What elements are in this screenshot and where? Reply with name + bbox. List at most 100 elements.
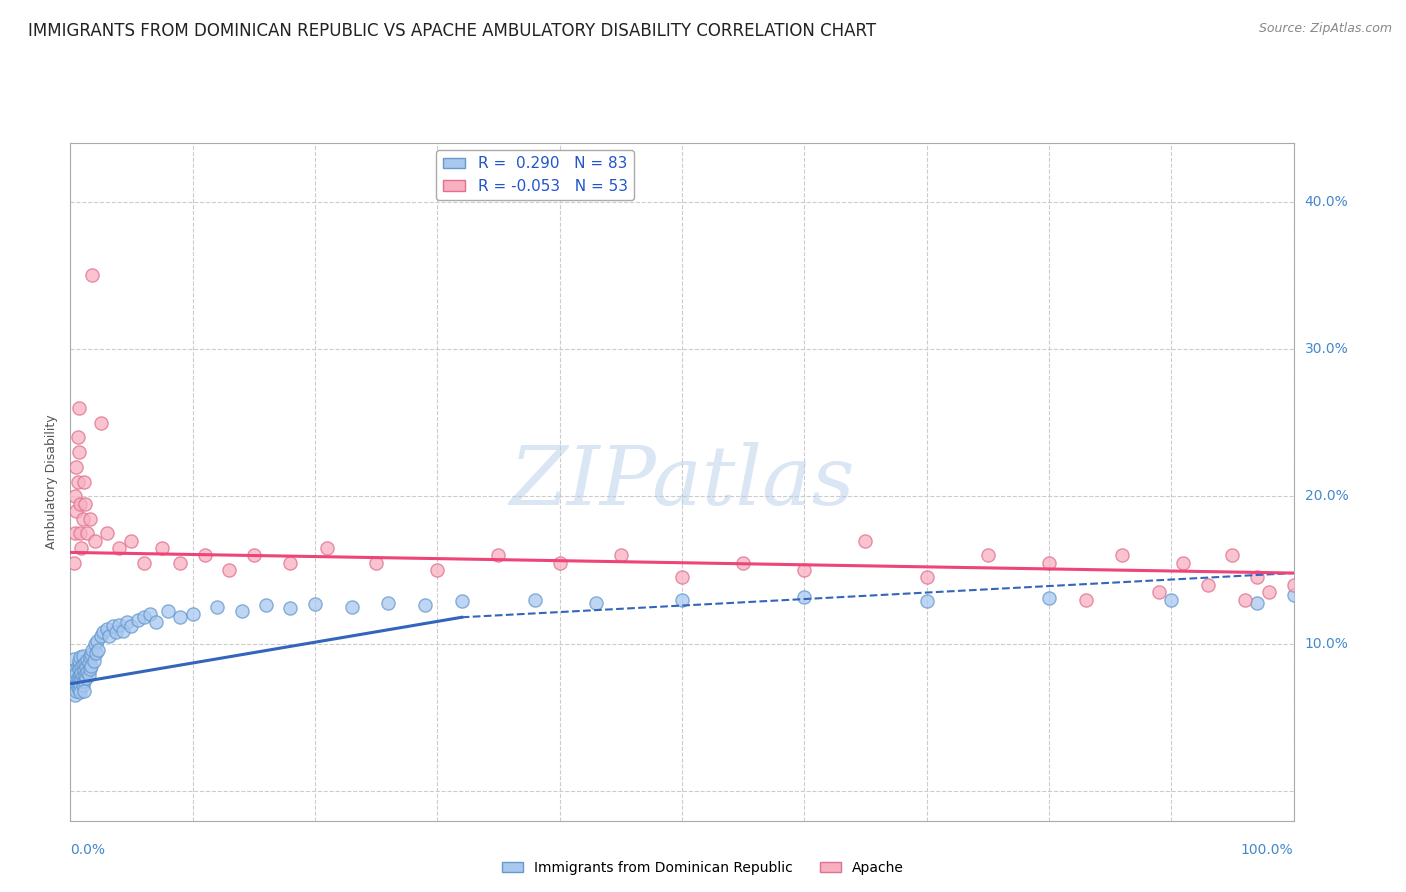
Point: [72, 678, 94, 692]
Point: [73, 673, 96, 688]
Point: [79, 511, 101, 525]
Point: [63, 556, 86, 570]
Point: [67, 682, 90, 697]
Point: [1282, 578, 1305, 592]
Point: [73, 667, 96, 681]
Point: [132, 610, 155, 624]
Point: [915, 570, 938, 584]
Text: 20.0%: 20.0%: [1305, 490, 1348, 503]
Point: [69, 676, 91, 690]
Point: [96, 622, 118, 636]
Point: [150, 541, 173, 555]
Point: [1038, 591, 1060, 606]
Point: [87, 642, 110, 657]
Point: [73, 684, 96, 698]
Point: [1074, 592, 1097, 607]
Point: [108, 541, 131, 555]
Point: [316, 541, 339, 555]
Point: [91, 625, 114, 640]
Point: [80, 659, 103, 673]
Point: [1160, 592, 1182, 607]
Legend: R =  0.290   N = 83, R = -0.053   N = 53: R = 0.290 N = 83, R = -0.053 N = 53: [436, 151, 634, 200]
Point: [1038, 556, 1060, 570]
Point: [63, 651, 86, 665]
Point: [65, 459, 87, 474]
Point: [82, 642, 104, 657]
Point: [1258, 585, 1281, 599]
Point: [139, 607, 162, 622]
Point: [63, 689, 86, 703]
Point: [65, 666, 87, 681]
Point: [70, 541, 93, 555]
Point: [169, 556, 191, 570]
Point: [1111, 549, 1133, 563]
Point: [104, 625, 127, 640]
Text: 10.0%: 10.0%: [1305, 637, 1348, 651]
Point: [63, 681, 86, 695]
Point: [157, 604, 180, 618]
Point: [84, 646, 107, 660]
Point: [66, 430, 89, 444]
Point: [65, 684, 87, 698]
Point: [101, 619, 124, 633]
Point: [280, 556, 302, 570]
Point: [83, 637, 105, 651]
Point: [66, 680, 89, 694]
Point: [63, 526, 86, 541]
Point: [82, 268, 104, 283]
Point: [450, 594, 472, 608]
Point: [1246, 570, 1268, 584]
Point: [79, 650, 101, 665]
Point: [73, 656, 96, 670]
Point: [63, 490, 86, 504]
Point: [76, 526, 98, 541]
Text: ZIPatlas: ZIPatlas: [509, 442, 855, 522]
Point: [1147, 585, 1170, 599]
Point: [62, 673, 84, 688]
Point: [181, 607, 204, 622]
Point: [169, 610, 191, 624]
Point: [72, 648, 94, 663]
Point: [70, 660, 93, 674]
Point: [254, 599, 277, 613]
Point: [79, 662, 101, 676]
Point: [72, 511, 94, 525]
Point: [205, 599, 228, 614]
Point: [145, 615, 167, 629]
Text: IMMIGRANTS FROM DOMINICAN REPUBLIC VS APACHE AMBULATORY DISABILITY CORRELATION C: IMMIGRANTS FROM DOMINICAN REPUBLIC VS AP…: [28, 22, 876, 40]
Point: [66, 475, 89, 489]
Legend: Immigrants from Dominican Republic, Apache: Immigrants from Dominican Republic, Apac…: [496, 855, 910, 880]
Point: [1173, 556, 1195, 570]
Point: [793, 590, 815, 604]
Point: [366, 556, 388, 570]
Point: [66, 659, 89, 673]
Point: [65, 504, 87, 518]
Point: [671, 592, 693, 607]
Point: [1220, 549, 1243, 563]
Point: [83, 655, 105, 669]
Point: [524, 592, 547, 607]
Point: [304, 597, 326, 611]
Point: [610, 549, 633, 563]
Point: [280, 601, 302, 615]
Point: [115, 615, 138, 629]
Point: [426, 563, 449, 577]
Point: [1197, 578, 1219, 592]
Point: [413, 599, 436, 613]
Point: [1282, 588, 1305, 602]
Point: [75, 660, 97, 674]
Point: [218, 563, 240, 577]
Point: [77, 656, 100, 670]
Point: [66, 671, 89, 685]
Point: [73, 663, 96, 677]
Point: [671, 570, 693, 584]
Point: [231, 604, 253, 618]
Text: 30.0%: 30.0%: [1305, 342, 1348, 356]
Point: [75, 671, 97, 685]
Point: [1233, 592, 1256, 607]
Point: [340, 599, 363, 614]
Point: [67, 672, 90, 686]
Point: [63, 663, 86, 677]
Point: [90, 629, 112, 643]
Point: [98, 629, 121, 643]
